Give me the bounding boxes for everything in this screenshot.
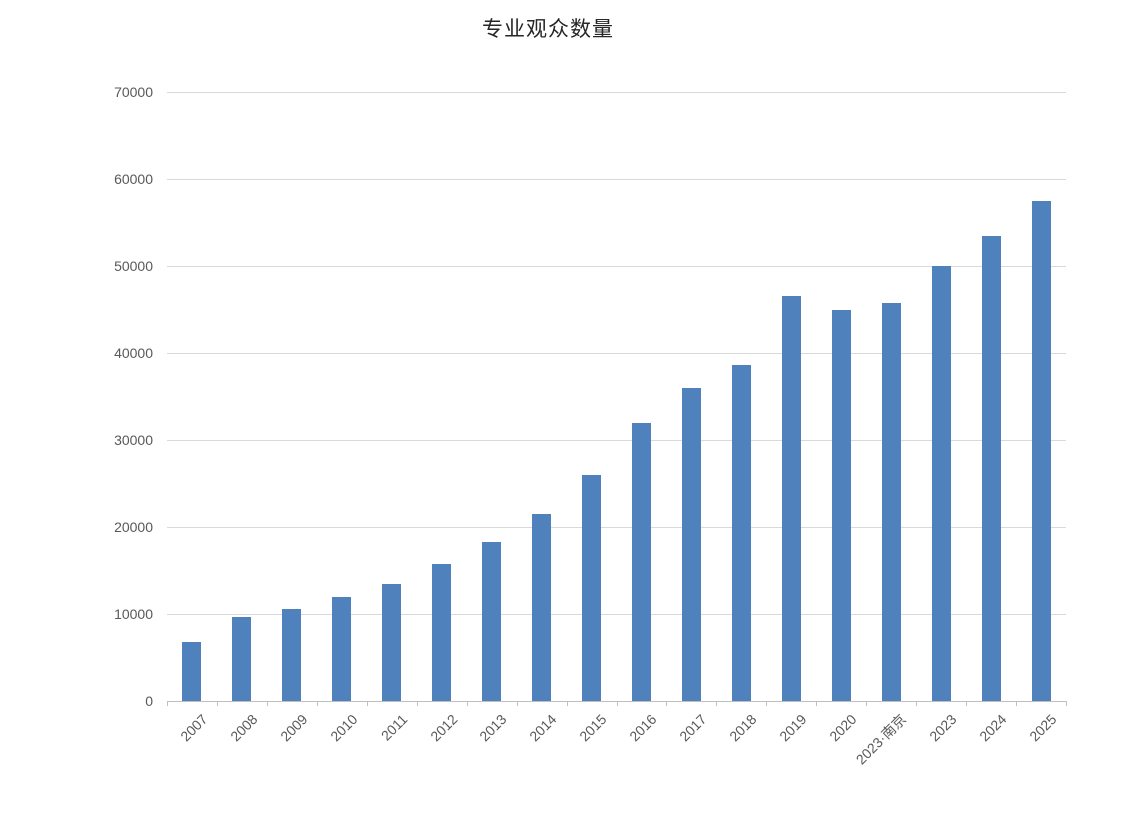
bar — [382, 583, 402, 701]
bar — [731, 365, 751, 701]
x-axis-tick-label: 2024 — [976, 711, 1010, 745]
gridline — [167, 353, 1066, 354]
x-axis-tick-label: 2016 — [626, 711, 660, 745]
x-axis-tick-mark — [716, 702, 717, 706]
x-axis-tick-mark — [267, 702, 268, 706]
x-axis-tick-label: 2011 — [377, 711, 411, 744]
x-axis-tick-mark — [816, 702, 817, 706]
y-axis-tick-label: 0 — [145, 693, 153, 709]
x-axis-tick-label: 2023 — [926, 711, 960, 745]
bar — [282, 608, 302, 701]
bar — [582, 474, 602, 701]
y-axis-tick-label: 30000 — [114, 432, 153, 448]
x-axis-tick-mark — [367, 702, 368, 706]
x-axis-tick-mark — [517, 702, 518, 706]
bar — [931, 266, 951, 701]
x-axis-tick-label: 2025 — [1026, 711, 1060, 745]
x-axis-tick-mark — [766, 702, 767, 706]
gridline — [167, 440, 1066, 441]
x-axis-tick-label: 2009 — [276, 711, 311, 745]
bar — [681, 387, 701, 701]
x-axis-tick-label: 2020 — [826, 711, 860, 745]
x-axis-tick-mark — [666, 702, 667, 706]
x-axis-tick-mark — [916, 702, 917, 706]
y-axis-tick-label: 60000 — [114, 171, 153, 187]
x-axis-tick-label: 2013 — [476, 711, 510, 745]
x-axis-tick-label: 2007 — [176, 711, 211, 745]
x-axis-tick-label: 2019 — [776, 711, 810, 745]
x-axis-tick-label: 2008 — [226, 711, 261, 745]
x-axis-tick-label: 2015 — [576, 711, 610, 745]
bar — [631, 422, 651, 701]
gridline — [167, 92, 1066, 93]
x-axis-tick-mark — [966, 702, 967, 706]
x-axis-tick-mark — [217, 702, 218, 706]
gridline — [167, 179, 1066, 180]
bar — [232, 616, 252, 701]
x-axis-tick-label: 2018 — [726, 711, 760, 745]
x-axis-tick-mark — [167, 702, 168, 706]
gridline — [167, 266, 1066, 267]
bar — [432, 564, 452, 701]
y-axis-tick-label: 40000 — [114, 345, 153, 361]
y-axis-tick-label: 50000 — [114, 258, 153, 274]
y-axis-tick-label: 20000 — [114, 519, 153, 535]
bar — [981, 236, 1001, 701]
x-axis-tick-mark — [866, 702, 867, 706]
x-axis-line — [167, 701, 1067, 702]
bar — [831, 309, 851, 701]
x-axis-tick-mark — [467, 702, 468, 706]
x-axis-tick-mark — [617, 702, 618, 706]
bar — [482, 541, 502, 701]
gridline — [167, 527, 1066, 528]
x-axis-tick-mark — [317, 702, 318, 706]
gridline — [167, 614, 1066, 615]
x-axis-tick-mark — [417, 702, 418, 706]
x-axis-tick-label: 2023·南京 — [853, 711, 910, 768]
y-axis-tick-label: 70000 — [114, 84, 153, 100]
x-axis-tick-label: 2017 — [676, 711, 710, 745]
bar — [532, 513, 552, 701]
bar — [182, 641, 202, 701]
x-axis-tick-mark — [1016, 702, 1017, 706]
chart-title: 专业观众数量 — [482, 18, 614, 41]
bar — [781, 295, 801, 701]
bar — [1031, 200, 1051, 701]
bar — [881, 303, 901, 701]
y-axis-tick-label: 10000 — [114, 606, 153, 622]
x-axis-tick-mark — [567, 702, 568, 706]
x-axis-tick-label: 2014 — [526, 711, 560, 745]
x-axis-tick-label: 2012 — [426, 711, 461, 745]
plot-area — [167, 92, 1067, 706]
x-axis-tick-label: 2010 — [326, 711, 361, 745]
bar — [332, 596, 352, 701]
x-axis-tick-mark — [1066, 702, 1067, 706]
